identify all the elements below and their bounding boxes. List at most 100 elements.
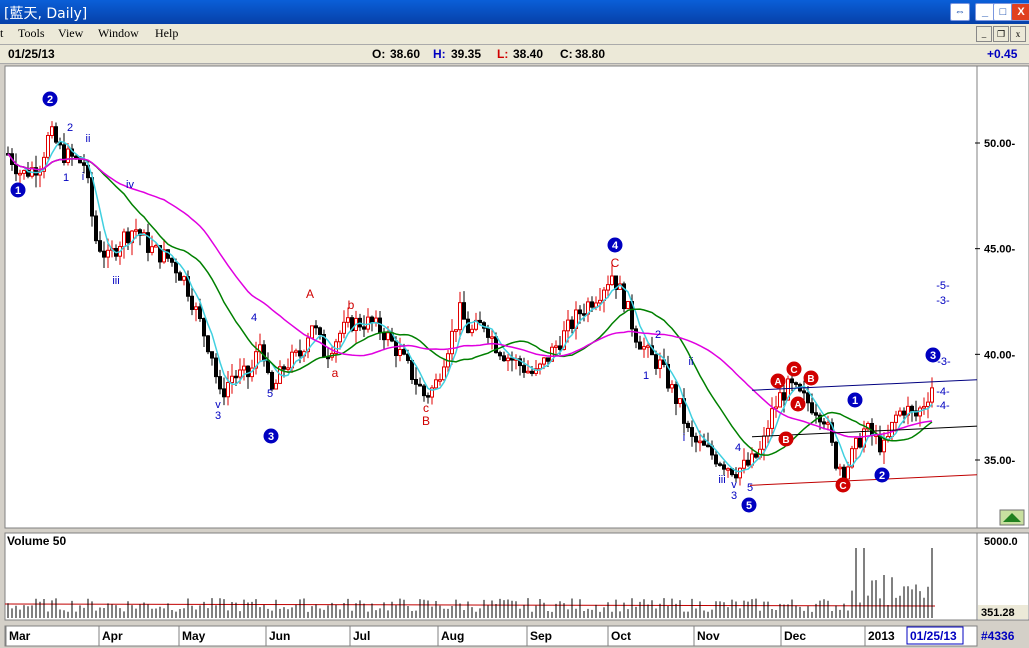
wave-circle-blue: 2	[874, 467, 890, 483]
svg-text:C: C	[839, 481, 846, 492]
current-date: 01/25/13	[910, 629, 957, 643]
wave-circle-blue: 4	[607, 237, 623, 253]
wave-label-blue: v	[731, 479, 737, 491]
price-tick-label: 50.00-	[984, 138, 1016, 150]
menu-item-edit[interactable]: t	[0, 26, 4, 40]
candle	[566, 309, 570, 343]
change-value: +0.45	[987, 47, 1018, 61]
candle	[450, 319, 454, 365]
candle	[478, 311, 482, 324]
candle	[126, 227, 130, 251]
candle	[94, 210, 98, 245]
svg-text:4: 4	[612, 240, 619, 252]
candle	[242, 358, 246, 381]
record-count: #4336	[981, 629, 1015, 643]
candle	[754, 453, 758, 459]
candle	[398, 337, 402, 362]
candle	[570, 316, 574, 334]
support-trendline	[749, 474, 978, 486]
candle	[674, 380, 678, 416]
month-label: Dec	[784, 629, 806, 643]
close-button[interactable]: X	[1011, 3, 1029, 21]
candle	[738, 467, 742, 486]
menu-item-view[interactable]: View	[58, 26, 84, 40]
wave-label-blue: -4-	[936, 400, 950, 412]
high-value: 39.35	[451, 47, 482, 61]
mdi-minimize-icon[interactable]: _	[976, 26, 992, 42]
time-axis-panel	[4, 625, 978, 647]
maximize-button[interactable]: □	[993, 3, 1013, 21]
scroll-arrows-icon[interactable]	[999, 509, 1025, 526]
candle	[678, 398, 682, 408]
candle	[726, 467, 730, 478]
candle	[338, 330, 342, 350]
candle	[158, 245, 162, 269]
candle	[794, 381, 798, 388]
candle	[226, 371, 230, 406]
ma-short-line	[7, 140, 933, 473]
wave-label-blue: ii	[86, 133, 91, 145]
mdi-close-icon[interactable]: x	[1010, 26, 1026, 42]
volume-title: Volume 50	[7, 534, 66, 548]
candle	[714, 450, 718, 468]
wave-label-blue: -3-	[937, 356, 951, 368]
candle	[202, 317, 206, 348]
resistance-trendline	[751, 379, 978, 391]
minimize-button[interactable]: _	[975, 3, 995, 21]
window-title: [藍天, Daily]	[4, 6, 88, 22]
svg-text:1: 1	[852, 395, 858, 407]
volume-current-box	[978, 605, 1028, 619]
candle	[930, 377, 934, 408]
month-label: May	[182, 629, 206, 643]
month-label: Jul	[353, 629, 370, 643]
open-label: O:	[372, 47, 386, 61]
wave-label-blue: 2	[655, 329, 661, 341]
candle	[534, 359, 538, 376]
info-date: 01/25/13	[8, 47, 55, 61]
month-label: Mar	[9, 629, 31, 643]
candle	[554, 340, 558, 355]
candle	[314, 320, 318, 335]
candle	[454, 329, 458, 343]
candle	[854, 437, 858, 460]
close-value: 38.80	[575, 47, 606, 61]
wave-label-red: B	[422, 414, 430, 428]
candle	[154, 243, 158, 248]
wave-circle-red: C	[786, 361, 802, 377]
price-chart[interactable]: 50.00- 45.00- 40.00- 35.00- Mar Apr May Jun Jul A…	[0, 63, 1029, 648]
mdi-restore-icon[interactable]: ❐	[993, 26, 1009, 42]
menu-item-window[interactable]: Window	[98, 26, 139, 40]
candle	[770, 397, 774, 438]
candle	[134, 218, 138, 239]
wave-circle-red: B	[803, 370, 819, 386]
svg-text:A: A	[774, 377, 781, 388]
candle	[498, 350, 502, 360]
month-label: Sep	[530, 629, 552, 643]
candle	[98, 231, 102, 253]
candle	[230, 363, 234, 394]
candle	[66, 143, 70, 166]
wave-circle-red: A	[770, 373, 786, 389]
candle	[434, 373, 438, 390]
candle	[922, 397, 926, 415]
candle	[286, 358, 290, 373]
restore-layout-button[interactable]: ⇔	[950, 3, 970, 21]
candle	[174, 258, 178, 283]
candle	[626, 301, 630, 310]
volume-panel	[4, 532, 978, 621]
wave-label-blue: v	[215, 399, 221, 411]
month-label: Apr	[102, 629, 123, 643]
candle	[422, 383, 426, 402]
candle	[346, 307, 350, 328]
candle	[170, 257, 174, 267]
svg-text:1: 1	[15, 185, 21, 197]
candle	[774, 395, 778, 418]
candle	[638, 335, 642, 350]
candle	[734, 467, 738, 483]
menu-item-tools[interactable]: Tools	[18, 26, 45, 40]
candle	[274, 379, 278, 390]
candle	[686, 420, 690, 432]
price-axis-panel	[976, 65, 1029, 529]
menu-item-help[interactable]: Help	[155, 26, 179, 40]
wave-circle-blue: 1	[847, 392, 863, 408]
